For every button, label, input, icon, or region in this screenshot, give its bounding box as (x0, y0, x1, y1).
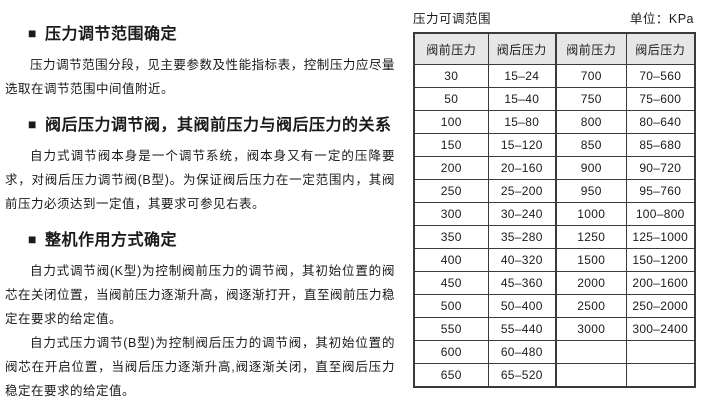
table-row: 550 55–440 3000 300–2400 (413, 317, 696, 341)
table-row: 200 20–160 900 90–720 (413, 156, 696, 180)
table-row: 600 60–480 (413, 340, 696, 364)
table-header-cell: 阀后压力 (625, 32, 696, 65)
section: ■ 压力调节范围确定压力调节范围分段，见主要参数及性能指标表，控制压力应尽量选取在… (5, 24, 395, 101)
table-cell: 300–2400 (625, 317, 696, 341)
square-bullet-icon: ■ (28, 231, 37, 247)
table-cell: 100 (413, 110, 489, 134)
table-cell: 15–80 (487, 110, 557, 134)
pressure-range-panel: 压力可调范围 单位：KPa 阀前压力 阀后压力 阀前压力 阀后压力 30 15–24 70… (413, 8, 696, 388)
paragraph: 压力调节范围分段，见主要参数及性能指标表，控制压力应尽量选取在调节范围中间值附近… (5, 58, 395, 96)
table-cell: 2500 (555, 294, 627, 318)
table-cell: 70–560 (625, 64, 696, 88)
table-cell: 50 (413, 87, 489, 111)
table-row: 500 50–400 2500 250–2000 (413, 294, 696, 318)
table-cell: 35–280 (487, 225, 557, 249)
table-cell: 15–120 (487, 133, 557, 157)
table-body: 30 15–24 700 70–560 50 15–40 750 75–600 100 15–80… (413, 64, 696, 388)
table-cell: 600 (413, 340, 489, 364)
content-column: ■ 压力调节范围确定压力调节范围分段，见主要参数及性能指标表，控制压力应尽量选取在… (5, 24, 395, 403)
table-cell: 55–440 (487, 317, 557, 341)
table-unit-label: 单位：KPa (629, 12, 694, 26)
table-cell: 95–760 (625, 179, 696, 203)
table-cell: 40–320 (487, 248, 557, 272)
table-cell: 1000 (555, 202, 627, 226)
table-header-cell: 阀前压力 (555, 32, 627, 65)
table-row: 350 35–280 1250 125–1000 (413, 225, 696, 249)
table-row: 450 45–360 2000 200–1600 (413, 271, 696, 295)
table-cell: 60–480 (487, 340, 557, 364)
paragraph: 自力式压力调节(B型)为控制阀后压力的调节阀，其初始位置的阀芯在开启位置，当阀后… (5, 336, 395, 398)
table-cell: 900 (555, 156, 627, 180)
table-cell (555, 363, 627, 388)
section-heading: ■ 压力调节范围确定 (28, 24, 395, 45)
table-cell: 150–1200 (625, 248, 696, 272)
table-header-cell: 阀后压力 (487, 32, 557, 65)
table-cell: 15–24 (487, 64, 557, 88)
table-cell: 250–2000 (625, 294, 696, 318)
table-cell: 30 (413, 64, 489, 88)
table-row: 100 15–80 800 80–640 (413, 110, 696, 134)
table-cell: 75–600 (625, 87, 696, 111)
table-cell: 15–40 (487, 87, 557, 111)
table-cell: 45–360 (487, 271, 557, 295)
section: ■ 整机作用方式确定自力式调节阀(K型)为控制阀前压力的调节阀，其初始位置的阀芯在… (5, 230, 395, 403)
table-cell: 200 (413, 156, 489, 180)
table-cell (625, 340, 696, 364)
table-row: 650 65–520 (413, 363, 696, 388)
square-bullet-icon: ■ (28, 25, 37, 41)
section-heading: ■ 阀后压力调节阀，其阀前压力与阀后压力的关系 (28, 115, 395, 136)
table-cell: 25–200 (487, 179, 557, 203)
table-cell: 2000 (555, 271, 627, 295)
table-cell: 350 (413, 225, 489, 249)
section: ■ 阀后压力调节阀，其阀前压力与阀后压力的关系自力式调节阀本身是一个调节系统，阀本… (5, 115, 395, 216)
table-cell: 550 (413, 317, 489, 341)
table-cell: 30–240 (487, 202, 557, 226)
table-cell: 1500 (555, 248, 627, 272)
table-cell: 3000 (555, 317, 627, 341)
table-row: 300 30–240 1000 100–800 (413, 202, 696, 226)
table-cell (625, 363, 696, 388)
table-cell: 450 (413, 271, 489, 295)
table-cell: 750 (555, 87, 627, 111)
table-cell: 100–800 (625, 202, 696, 226)
table-header-row: 阀前压力 阀后压力 阀前压力 阀后压力 (413, 32, 696, 65)
table-cell: 950 (555, 179, 627, 203)
table-cell: 90–720 (625, 156, 696, 180)
table-cell: 300 (413, 202, 489, 226)
table-header-cell: 阀前压力 (413, 32, 489, 65)
table-cell: 65–520 (487, 363, 557, 388)
table-cell: 250 (413, 179, 489, 203)
table-caption: 压力可调范围 单位：KPa (413, 8, 694, 27)
pressure-table: 阀前压力 阀后压力 阀前压力 阀后压力 30 15–24 700 70–560 50 15–40… (413, 32, 696, 388)
table-row: 50 15–40 750 75–600 (413, 87, 696, 111)
table-cell: 150 (413, 133, 489, 157)
paragraph: 自力式调节阀(K型)为控制阀前压力的调节阀，其初始位置的阀芯在关闭位置，当阀前压… (5, 264, 396, 326)
table-row: 30 15–24 700 70–560 (413, 64, 696, 88)
table-cell: 85–680 (625, 133, 696, 157)
section-heading-text: 整机作用方式确定 (44, 232, 177, 249)
table-cell (555, 340, 627, 364)
table-cell: 1250 (555, 225, 627, 249)
table-row: 400 40–320 1500 150–1200 (413, 248, 696, 272)
table-cell: 200–1600 (625, 271, 696, 295)
table-cell: 125–1000 (625, 225, 696, 249)
table-cell: 80–640 (625, 110, 696, 134)
square-bullet-icon: ■ (28, 116, 37, 132)
table-cell: 800 (555, 110, 627, 134)
table-cell: 400 (413, 248, 489, 272)
table-row: 250 25–200 950 95–760 (413, 179, 696, 203)
table-title: 压力可调范围 (413, 12, 492, 26)
section-heading-text: 压力调节范围确定 (44, 26, 177, 43)
table-cell: 20–160 (487, 156, 557, 180)
table-cell: 650 (413, 363, 489, 388)
table-row: 150 15–120 850 85–680 (413, 133, 696, 157)
section-heading: ■ 整机作用方式确定 (28, 230, 395, 251)
table-cell: 700 (555, 64, 627, 88)
table-cell: 50–400 (487, 294, 557, 318)
table-cell: 500 (413, 294, 489, 318)
section-heading-text: 阀后压力调节阀，其阀前压力与阀后压力的关系 (44, 117, 392, 134)
paragraph: 自力式调节阀本身是一个调节系统，阀本身又有一定的压降要求，对阀后压力调节阀(B型… (5, 149, 395, 211)
table-cell: 850 (555, 133, 627, 157)
